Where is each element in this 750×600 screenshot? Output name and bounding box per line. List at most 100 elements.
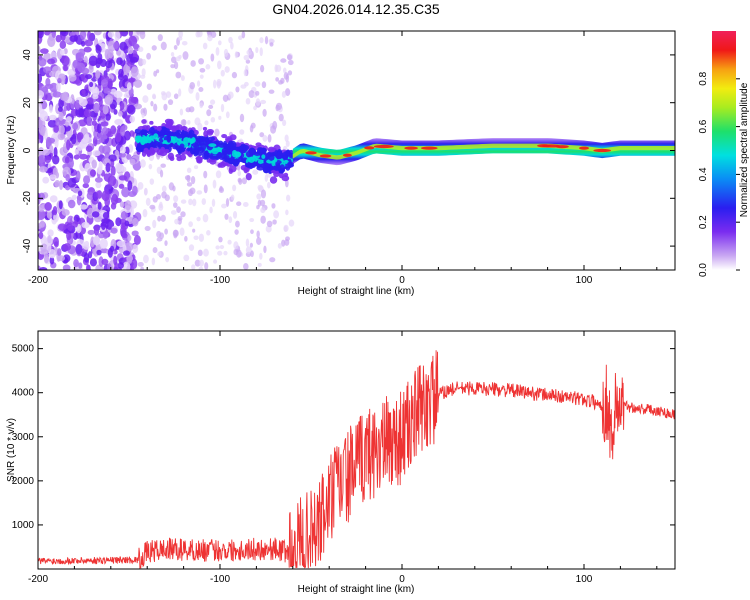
ridge-blob	[183, 132, 191, 137]
noise-speckle	[64, 156, 70, 164]
noise-speckle	[236, 201, 242, 206]
noise-speckle	[160, 214, 166, 222]
noise-speckle	[252, 169, 259, 175]
noise-speckle	[198, 58, 205, 65]
noise-speckle	[59, 119, 66, 125]
noise-speckle	[161, 92, 168, 101]
figure-title: GN04.2026.014.12.35.C35	[272, 1, 440, 17]
noise-speckle	[275, 77, 280, 82]
noise-speckle	[39, 266, 48, 270]
noise-speckle	[67, 222, 74, 231]
noise-speckle	[57, 223, 67, 231]
noise-speckle	[264, 36, 269, 45]
noise-speckle	[216, 78, 222, 87]
noise-speckle	[72, 220, 78, 228]
noise-speckle	[137, 181, 144, 190]
noise-speckle	[84, 39, 94, 47]
noise-speckle	[173, 93, 179, 100]
noise-speckle	[225, 198, 230, 207]
spectrogram-x-tick-label: 0	[399, 275, 405, 286]
noise-speckle	[38, 209, 46, 220]
noise-speckle	[115, 217, 122, 227]
ridge-blob	[241, 144, 250, 151]
noise-speckle	[119, 152, 126, 158]
noise-speckle	[180, 119, 187, 126]
noise-speckle	[144, 187, 148, 196]
noise-speckle	[108, 154, 117, 162]
noise-speckle	[104, 94, 114, 105]
noise-speckle	[52, 91, 62, 98]
noise-speckle	[91, 120, 97, 126]
ridge-blob	[153, 133, 159, 140]
ridge-blob	[152, 140, 160, 149]
noise-speckle	[233, 241, 239, 250]
noise-speckle	[260, 189, 267, 199]
noise-speckle	[105, 219, 115, 230]
noise-speckle	[48, 104, 54, 113]
noise-speckle	[78, 98, 88, 107]
noise-speckle	[54, 180, 61, 188]
noise-speckle	[59, 49, 65, 56]
noise-speckle	[86, 264, 91, 270]
noise-speckle	[109, 245, 115, 253]
noise-speckle	[49, 174, 57, 180]
noise-speckle	[217, 250, 223, 256]
ridge-blob	[208, 143, 217, 148]
ridge-blob	[257, 159, 264, 164]
noise-speckle	[275, 102, 283, 111]
noise-speckle	[96, 166, 103, 175]
ridge-blob	[143, 138, 148, 144]
noise-speckle	[243, 54, 250, 61]
noise-speckle	[126, 154, 132, 160]
noise-speckle	[149, 204, 156, 210]
noise-speckle	[259, 37, 264, 44]
spectrogram-y-tick-label: -20	[22, 191, 33, 206]
ridge-blob	[176, 129, 182, 134]
noise-speckle	[230, 41, 234, 50]
noise-speckle	[239, 129, 245, 135]
noise-speckle	[190, 175, 196, 185]
noise-speckle	[164, 194, 170, 202]
ridge-blob	[164, 123, 173, 129]
noise-speckle	[76, 132, 84, 140]
noise-speckle	[133, 79, 143, 88]
snr-x-tick-label: -200	[28, 574, 48, 585]
ridge-blob	[282, 154, 288, 160]
noise-speckle	[124, 130, 131, 141]
noise-speckle	[266, 220, 273, 228]
noise-speckle	[256, 230, 260, 239]
noise-speckle	[204, 262, 209, 270]
noise-speckle	[214, 128, 220, 137]
noise-speckle	[114, 261, 119, 270]
noise-speckle	[153, 70, 158, 77]
noise-speckle	[143, 254, 149, 264]
noise-speckle	[130, 66, 139, 77]
noise-speckle	[160, 163, 166, 168]
noise-speckle	[238, 35, 243, 41]
noise-speckle	[235, 86, 240, 93]
ridge-blob	[283, 159, 289, 164]
noise-speckle	[41, 86, 49, 93]
noise-speckle	[195, 91, 200, 101]
noise-speckle	[197, 249, 203, 257]
noise-speckle	[95, 181, 102, 189]
noise-speckle	[124, 220, 130, 227]
noise-speckle	[161, 185, 167, 193]
noise-speckle	[121, 186, 130, 198]
ridge-hotspot	[579, 146, 589, 150]
noise-speckle	[66, 139, 71, 151]
ridge-blob	[243, 166, 249, 174]
noise-speckle	[47, 167, 53, 174]
colorbar-tick-label: 0.2	[698, 215, 709, 229]
snr-frame	[37, 330, 676, 570]
noise-speckle	[101, 258, 109, 266]
noise-speckle	[68, 73, 77, 82]
noise-speckle	[110, 165, 116, 177]
noise-speckle	[96, 190, 103, 199]
noise-speckle	[197, 122, 203, 132]
ridge-blob	[176, 156, 183, 162]
noise-speckle	[190, 60, 196, 67]
ridge-blob	[268, 154, 275, 161]
noise-speckle	[127, 104, 136, 115]
noise-speckle	[245, 246, 252, 255]
